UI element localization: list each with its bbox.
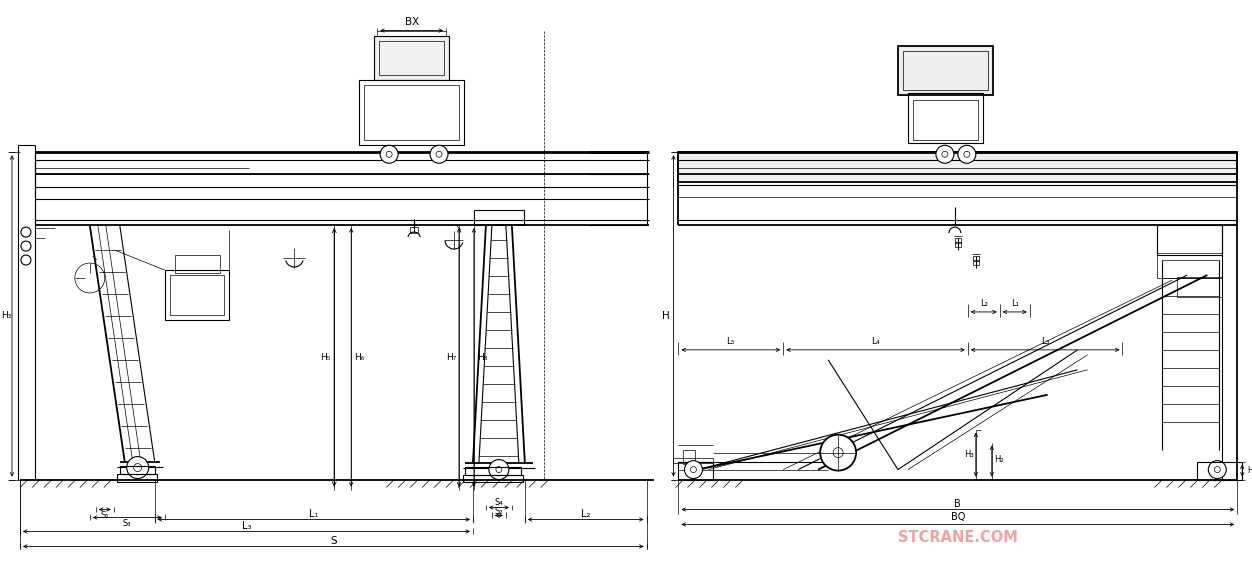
Text: H₂: H₂ xyxy=(994,455,1004,464)
Text: H: H xyxy=(661,311,670,321)
Text: STCRANE.COM: STCRANE.COM xyxy=(898,530,1018,545)
Text: H₈: H₈ xyxy=(477,353,487,362)
Circle shape xyxy=(21,255,31,265)
Bar xyxy=(674,457,714,463)
Bar xyxy=(411,227,418,233)
Text: S₂: S₂ xyxy=(495,507,503,516)
Text: BQ: BQ xyxy=(950,513,965,522)
Bar xyxy=(898,46,993,96)
Bar xyxy=(364,85,459,141)
Circle shape xyxy=(21,227,31,237)
Bar xyxy=(913,100,978,141)
Text: H₅: H₅ xyxy=(321,353,331,362)
Text: H₃: H₃ xyxy=(964,450,974,459)
Text: BX: BX xyxy=(404,17,419,27)
Text: H₆: H₆ xyxy=(354,353,364,362)
Circle shape xyxy=(490,460,508,480)
Circle shape xyxy=(690,467,696,473)
Text: S₃: S₃ xyxy=(123,519,131,528)
Bar xyxy=(463,475,523,481)
Bar xyxy=(903,51,988,90)
Bar xyxy=(359,80,464,145)
Circle shape xyxy=(936,145,954,163)
Text: S₁: S₁ xyxy=(100,511,109,520)
Bar xyxy=(955,238,960,243)
Circle shape xyxy=(134,464,141,472)
Circle shape xyxy=(21,241,31,251)
Bar xyxy=(1197,461,1242,480)
Text: L₁: L₁ xyxy=(309,509,318,519)
Circle shape xyxy=(381,145,398,163)
Text: L₂: L₂ xyxy=(581,509,591,519)
Bar xyxy=(120,465,155,473)
Text: H₃: H₃ xyxy=(1,311,11,320)
Text: H₇: H₇ xyxy=(446,353,456,362)
Circle shape xyxy=(958,145,975,163)
Circle shape xyxy=(386,151,392,157)
Text: L₂: L₂ xyxy=(980,299,988,308)
Bar xyxy=(908,93,983,143)
Bar xyxy=(1157,225,1222,255)
Circle shape xyxy=(1208,461,1226,479)
Circle shape xyxy=(833,448,843,457)
Bar xyxy=(116,473,156,481)
Text: H₁: H₁ xyxy=(1247,466,1252,475)
Circle shape xyxy=(126,456,149,479)
Bar xyxy=(1177,277,1222,297)
Circle shape xyxy=(685,461,702,479)
Circle shape xyxy=(820,435,856,471)
Circle shape xyxy=(1214,467,1221,473)
Bar xyxy=(464,467,521,475)
Bar xyxy=(679,152,1237,182)
Bar xyxy=(169,275,224,315)
Bar xyxy=(684,450,695,464)
Text: L₃: L₃ xyxy=(242,521,252,531)
Circle shape xyxy=(496,467,502,473)
Circle shape xyxy=(436,151,442,157)
Text: L₅: L₅ xyxy=(726,337,735,347)
Bar xyxy=(379,40,444,76)
Text: L₁: L₁ xyxy=(1010,299,1019,308)
Circle shape xyxy=(429,145,448,163)
Text: L₄: L₄ xyxy=(871,337,880,347)
Bar xyxy=(1157,253,1222,278)
Text: S: S xyxy=(331,537,337,546)
Text: B: B xyxy=(954,498,962,509)
Bar xyxy=(973,256,979,261)
Bar xyxy=(174,255,219,273)
Text: S₄: S₄ xyxy=(495,498,503,507)
Bar xyxy=(973,260,979,265)
Bar xyxy=(679,461,714,480)
Circle shape xyxy=(942,151,948,157)
Text: L₃: L₃ xyxy=(1040,337,1049,347)
Bar xyxy=(374,35,449,80)
Bar xyxy=(955,242,960,247)
Bar xyxy=(164,270,229,320)
Circle shape xyxy=(964,151,970,157)
